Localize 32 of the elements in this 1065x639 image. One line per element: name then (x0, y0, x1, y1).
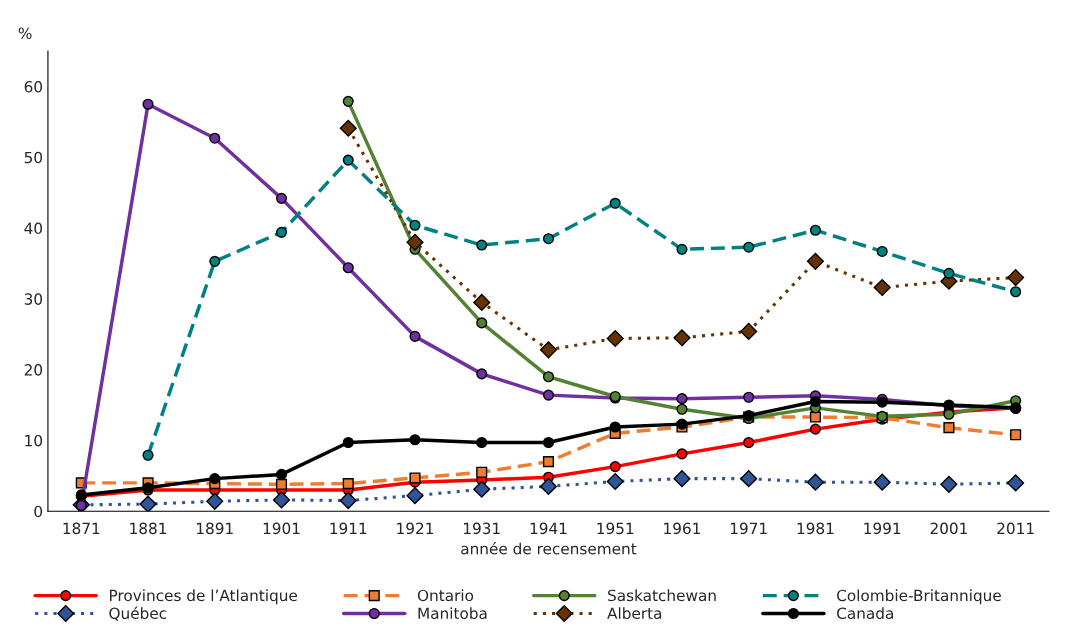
x-tick-label: 2001 (930, 522, 967, 535)
x-tick-label: 1901 (263, 522, 300, 535)
x-tick-label: 2011 (997, 522, 1034, 535)
x-tick-label: 1971 (730, 522, 767, 535)
legend-label: Québec (109, 606, 167, 621)
y-tick-label: 50 (24, 151, 43, 164)
legend-label: Canada (837, 607, 893, 620)
legend-label: Colombie-Britannique (837, 589, 1001, 605)
y-tick-label: 40 (24, 222, 43, 235)
x-tick-label: 1911 (330, 522, 367, 535)
y-axis-title: % (18, 27, 32, 39)
x-tick-label: 1941 (530, 522, 567, 535)
y-tick-label: 0 (34, 505, 43, 518)
x-tick-label: 1871 (63, 522, 100, 535)
legend-label: Alberta (607, 607, 662, 620)
y-tick-label: 30 (24, 293, 43, 305)
x-axis-title: année de recensement (461, 542, 637, 555)
legend-label: Provinces de l’Atlantique (109, 589, 298, 605)
legend-label: Manitoba (418, 607, 487, 620)
x-tick-label: 1961 (664, 522, 700, 535)
legend-label: Saskatchewan (608, 589, 716, 602)
x-tick-label: 1981 (797, 522, 834, 535)
x-tick-label: 1881 (130, 522, 167, 535)
legend-label: Ontario (417, 589, 474, 602)
x-tick-label: 1931 (463, 522, 500, 535)
y-tick-label: 60 (24, 80, 43, 93)
x-tick-label: 1921 (397, 522, 434, 535)
y-tick-label: 20 (24, 364, 43, 376)
y-tick-label: 10 (25, 434, 43, 447)
x-tick-label: 1891 (197, 522, 233, 535)
x-tick-label: 1951 (597, 522, 634, 535)
x-tick-label: 1991 (864, 522, 901, 535)
